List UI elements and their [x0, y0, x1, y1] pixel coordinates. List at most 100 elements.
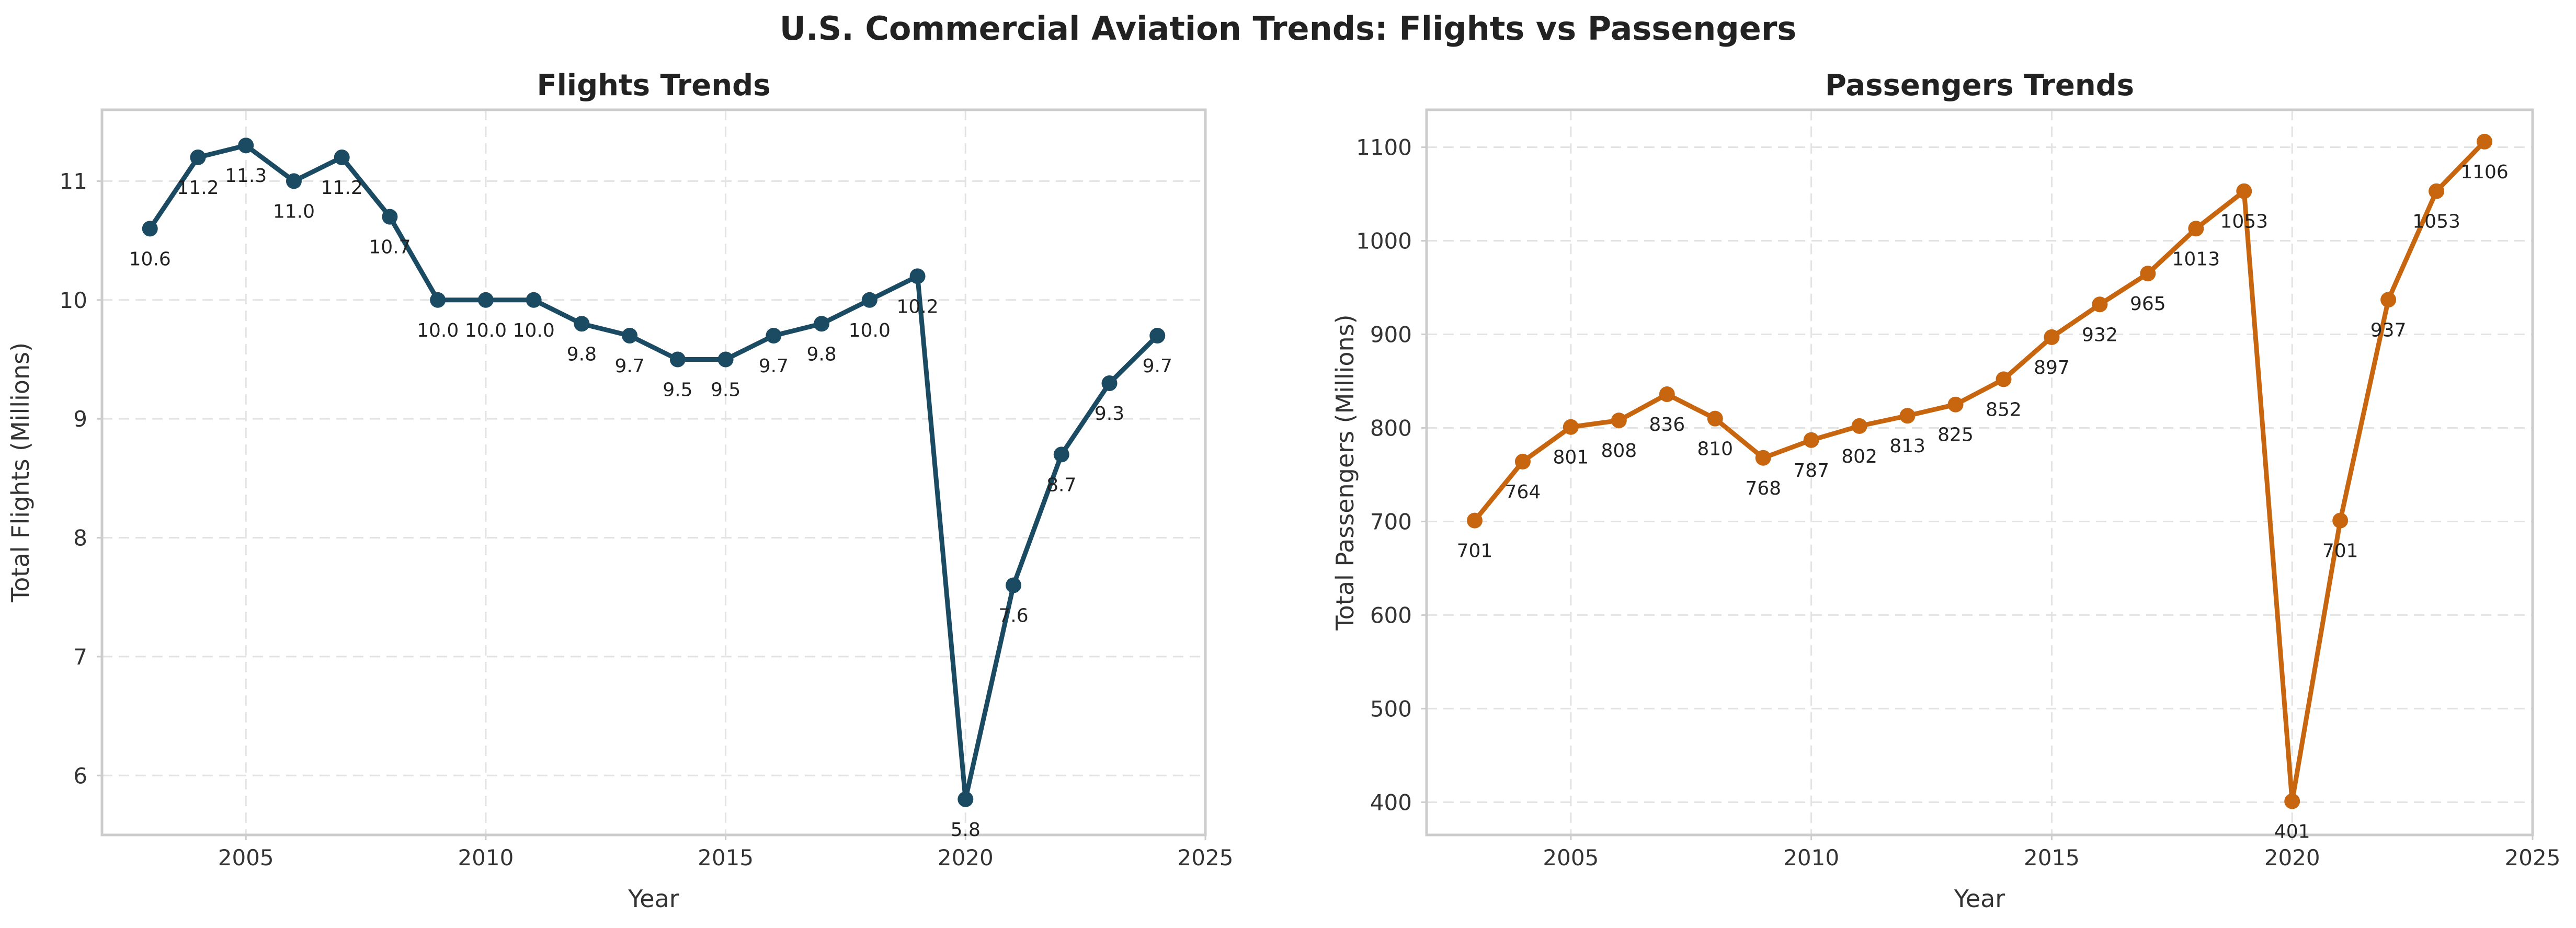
flights-data-label: 10.0: [417, 320, 459, 341]
flights-data-label: 11.3: [225, 165, 267, 187]
passengers-data-label: 1053: [2412, 211, 2460, 233]
flights-data-point: [669, 351, 686, 368]
passengers-data-label: 801: [1553, 447, 1589, 468]
flights-x-tick-label: 2010: [458, 845, 514, 870]
flights-data-point: [574, 316, 590, 332]
passengers-data-point: [2332, 512, 2349, 529]
flights-data-label: 7.6: [998, 605, 1028, 627]
passengers-series-line: [1472, 139, 2487, 804]
passengers-data-label: 937: [2370, 319, 2407, 341]
flights-y-tick-label: 10: [60, 288, 87, 313]
flights-data-label: 11.0: [273, 201, 315, 222]
passengers-x-tick-label: 2020: [2264, 845, 2320, 870]
passengers-data-point: [1611, 413, 1627, 429]
passengers-plot-frame: [1425, 108, 2534, 837]
flights-data-point: [622, 328, 638, 344]
flights-data-point: [238, 138, 254, 154]
flights-y-tick-label: 11: [60, 168, 87, 194]
flights-data-label: 9.5: [711, 379, 740, 400]
passengers-data-point: [1466, 512, 1483, 529]
passengers-data-label: 764: [1505, 482, 1541, 503]
flights-chart: Flights Trends Year Total Flights (Milli…: [6, 68, 1233, 913]
passengers-y-tick-label: 400: [1370, 789, 1412, 815]
flights-y-tick-label: 9: [73, 406, 87, 432]
passengers-data-label: 701: [2322, 541, 2358, 562]
passengers-data-point: [2236, 183, 2252, 199]
passengers-data-label: 1013: [2172, 248, 2220, 270]
figure-title: U.S. Commercial Aviation Trends: Flights…: [779, 9, 1797, 48]
flights-data-point: [717, 351, 734, 368]
passengers-data-label: 810: [1697, 439, 1733, 460]
flights-data-label: 8.7: [1046, 474, 1076, 496]
passengers-data-label: 1106: [2460, 162, 2509, 183]
passengers-data-label: 701: [1457, 541, 1493, 562]
flights-chart-title: Flights Trends: [537, 68, 770, 102]
passengers-y-tick-label: 500: [1370, 696, 1412, 721]
flights-data-point: [190, 149, 206, 165]
passengers-data-label: 852: [1986, 399, 2022, 420]
flights-x-tick-label: 2015: [698, 845, 754, 870]
flights-data-point: [382, 209, 398, 225]
passengers-data-point: [2140, 266, 2156, 282]
passengers-data-point: [2284, 793, 2300, 809]
flights-data-label: 9.7: [1143, 356, 1172, 377]
passengers-y-axis-label: Total Passengers (Millions): [1331, 314, 1359, 631]
flights-data-point: [477, 292, 494, 308]
flights-data-point: [958, 791, 974, 807]
passengers-chart-title: Passengers Trends: [1825, 68, 2134, 102]
passengers-data-label: 813: [1889, 436, 1925, 457]
passengers-gridlines: [1427, 110, 2534, 835]
passengers-y-tick-label: 600: [1370, 602, 1412, 628]
flights-data-label: 10.0: [849, 320, 891, 341]
passengers-x-tick-label: 2025: [2505, 845, 2561, 870]
passengers-data-label: 836: [1649, 414, 1685, 436]
passengers-data-point: [2380, 292, 2397, 308]
passengers-chart: Passengers Trends Year Total Passengers …: [1331, 68, 2560, 913]
passengers-data-point: [1659, 386, 1675, 403]
passengers-data-label: 1053: [2220, 211, 2268, 233]
flights-data-label: 10.7: [369, 237, 411, 258]
passengers-data-point: [1996, 371, 2012, 387]
passengers-data-label: 825: [1937, 425, 1974, 446]
flights-data-label: 9.8: [806, 343, 836, 365]
flights-gridlines: [102, 110, 1206, 835]
flights-data-label: 9.8: [567, 343, 597, 365]
passengers-data-label: 401: [2274, 821, 2310, 843]
flights-data-label: 11.2: [321, 177, 363, 199]
passengers-y-tick-label: 800: [1370, 415, 1412, 441]
flights-data-point: [1053, 446, 1069, 463]
passengers-x-axis-label: Year: [1954, 885, 2005, 913]
passengers-data-label: 932: [2082, 324, 2118, 346]
passengers-data-label: 787: [1793, 460, 1829, 482]
flights-data-label: 10.6: [129, 248, 171, 270]
flights-plot-frame: [100, 108, 1207, 837]
passengers-data-point: [1899, 408, 1916, 424]
passengers-x-tick-label: 2005: [1543, 845, 1599, 870]
flights-data-point: [909, 268, 926, 284]
flights-data-point: [1006, 577, 1022, 593]
passengers-data-point: [1803, 432, 1819, 448]
flights-data-point: [286, 173, 302, 189]
flights-x-tick-label: 2020: [938, 845, 994, 870]
flights-data-point: [334, 149, 350, 165]
passengers-data-point: [1947, 396, 1964, 413]
passengers-y-tick-label: 1000: [1356, 228, 1412, 254]
flights-y-tick-label: 8: [73, 525, 87, 551]
flights-data-point: [1101, 375, 1118, 391]
flights-data-label: 5.8: [951, 819, 981, 841]
flights-data-label: 10.2: [896, 296, 938, 317]
flights-data-label: 10.0: [465, 320, 507, 341]
flights-data-label: 9.7: [759, 356, 789, 377]
passengers-data-label: 802: [1841, 446, 1877, 467]
passengers-data-label: 808: [1601, 440, 1637, 462]
flights-data-point: [766, 328, 782, 344]
passengers-data-point: [1563, 419, 1579, 435]
flights-data-label: 9.7: [614, 356, 644, 377]
flights-x-axis-label: Year: [628, 885, 679, 913]
flights-data-label: 9.3: [1095, 403, 1124, 425]
passengers-data-point: [1514, 453, 1531, 469]
flights-data-point: [430, 292, 446, 308]
passengers-data-point: [1851, 418, 1867, 434]
flights-data-point: [861, 292, 877, 308]
